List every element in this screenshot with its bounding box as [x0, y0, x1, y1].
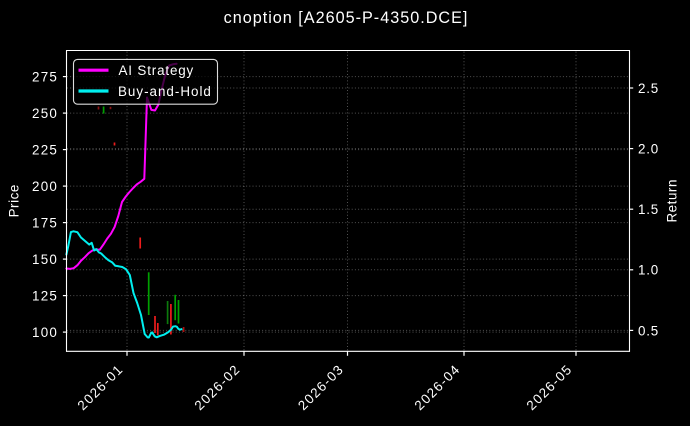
svg-text:275: 275 — [32, 70, 58, 85]
svg-text:0.5: 0.5 — [638, 323, 659, 338]
svg-text:175: 175 — [32, 216, 58, 231]
svg-text:150: 150 — [32, 252, 58, 267]
svg-text:1.0: 1.0 — [638, 263, 659, 278]
svg-text:2.0: 2.0 — [638, 142, 659, 157]
svg-text:1.5: 1.5 — [638, 202, 659, 217]
svg-text:225: 225 — [32, 143, 58, 158]
svg-text:Buy-and-Hold: Buy-and-Hold — [118, 84, 212, 99]
svg-text:Price: Price — [7, 184, 22, 217]
svg-text:250: 250 — [32, 106, 58, 121]
svg-text:100: 100 — [32, 325, 58, 340]
svg-text:125: 125 — [32, 289, 58, 304]
svg-text:AI Strategy: AI Strategy — [119, 63, 195, 78]
svg-text:Return: Return — [665, 179, 680, 223]
svg-text:2.5: 2.5 — [638, 81, 659, 96]
svg-text:cnoption [A2605-P-4350.DCE]: cnoption [A2605-P-4350.DCE] — [224, 9, 469, 27]
svg-text:200: 200 — [32, 179, 58, 194]
